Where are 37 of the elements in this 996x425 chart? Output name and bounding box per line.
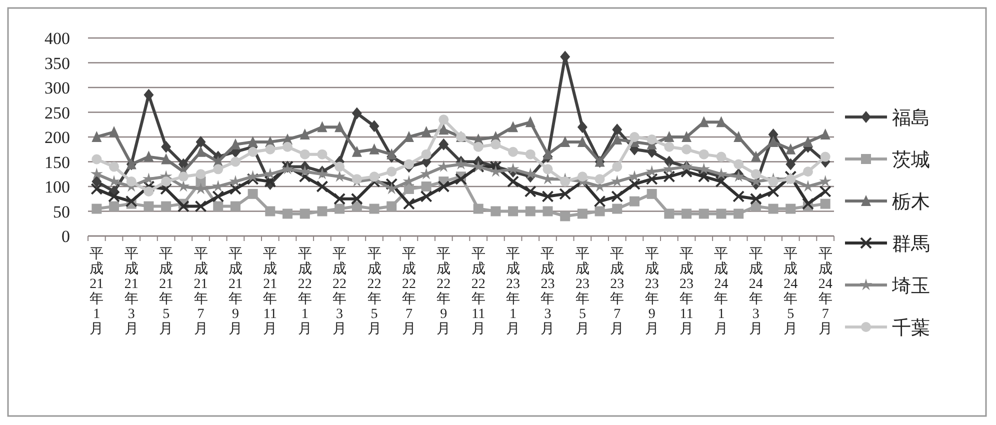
y-tick-label: 350 — [44, 54, 70, 73]
x-tick-label: 平成24年3月 — [748, 247, 763, 337]
legend-label: 群馬 — [892, 234, 930, 255]
x-tick-label: 平成21年7月 — [194, 247, 208, 337]
y-tick-label: 150 — [44, 152, 70, 172]
x-tick-label: 平成21年5月 — [159, 247, 174, 337]
y-tick-label: 100 — [44, 178, 70, 196]
x-tick-label: 平成22年5月 — [367, 247, 382, 337]
x-tick-label: 平成22年7月 — [402, 247, 416, 337]
x-tick-label: 平成22年9月 — [436, 247, 451, 337]
x-tick-label: 平成23年11月 — [680, 247, 694, 337]
x-tick-label: 平成21年3月 — [124, 247, 138, 337]
y-tick-label: 0 — [62, 227, 70, 246]
x-tick-label: 平成24年7月 — [818, 247, 832, 337]
x-tick-label: 平成21年1月 — [90, 247, 104, 337]
y-tick-label: 200 — [44, 128, 70, 147]
y-tick-label: 400 — [44, 29, 70, 48]
x-tick-label: 平成22年11月 — [471, 247, 486, 337]
x-tick-label: 平成24年5月 — [784, 247, 798, 337]
legend-label: 千葉 — [892, 318, 930, 339]
x-tick-label: 平成22年3月 — [332, 247, 347, 337]
x-tick-label: 平成22年1月 — [298, 247, 312, 337]
x-tick-label: 平成24年1月 — [714, 247, 728, 337]
x-tick-label: 平成23年1月 — [506, 247, 520, 337]
x-tick-label: 平成21年11月 — [263, 247, 278, 337]
legend-label: 埼玉 — [891, 276, 930, 297]
y-tick-label: 300 — [44, 78, 70, 98]
legend-label: 栃木 — [892, 192, 930, 213]
x-tick-label: 平成23年7月 — [610, 247, 624, 337]
x-tick-label: 平成23年9月 — [644, 247, 659, 337]
y-tick-label: 250 — [44, 103, 70, 122]
legend-label: 茨城 — [892, 150, 930, 171]
x-tick-label: 平成21年9月 — [228, 247, 242, 337]
y-tick-label: 50 — [53, 202, 70, 222]
legend-label: 福島 — [892, 108, 930, 129]
x-tick-label: 平成23年3月 — [540, 247, 555, 337]
x-tick-label: 平成23年5月 — [575, 247, 590, 337]
